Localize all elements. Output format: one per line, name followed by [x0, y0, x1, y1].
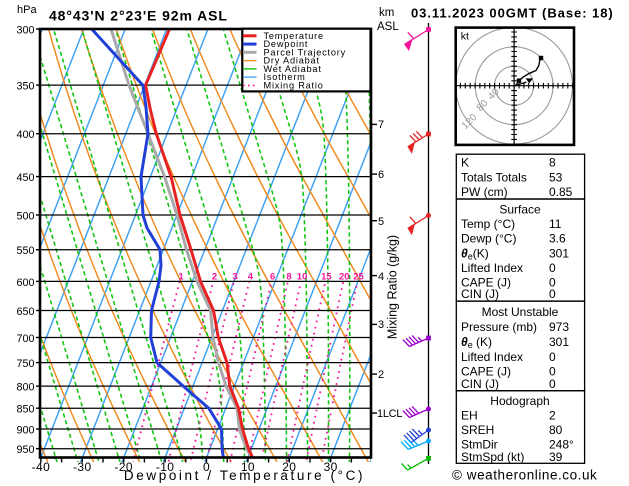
svg-text:53: 53 [549, 170, 563, 184]
svg-text:0: 0 [549, 350, 556, 364]
svg-text:θe(K): θe(K) [461, 246, 489, 261]
svg-text:km: km [379, 7, 394, 19]
svg-text:0: 0 [549, 261, 556, 275]
svg-text:Temperature: Temperature [264, 31, 324, 41]
svg-text:248°: 248° [549, 438, 574, 452]
svg-text:6: 6 [378, 169, 384, 181]
svg-text:600: 600 [16, 277, 34, 289]
svg-text:30: 30 [324, 460, 338, 474]
svg-text:6: 6 [270, 272, 275, 283]
svg-text:-30: -30 [73, 460, 92, 474]
svg-text:Hodograph: Hodograph [490, 394, 549, 408]
svg-text:650: 650 [16, 306, 34, 318]
svg-text:Most Unstable: Most Unstable [482, 305, 559, 319]
svg-text:StmDir: StmDir [461, 438, 498, 452]
svg-text:2: 2 [378, 369, 384, 381]
svg-text:25: 25 [353, 272, 364, 283]
svg-text:10: 10 [297, 272, 308, 283]
svg-text:Wet Adiabat: Wet Adiabat [264, 64, 322, 74]
svg-text:CIN (J): CIN (J) [461, 287, 499, 301]
svg-text:350: 350 [16, 81, 34, 93]
svg-text:301: 301 [549, 335, 569, 349]
svg-text:4: 4 [248, 272, 254, 283]
svg-text:10: 10 [241, 460, 255, 474]
svg-text:20: 20 [339, 272, 350, 283]
svg-text:Dewpoint / Temperature (°C): Dewpoint / Temperature (°C) [124, 468, 365, 483]
svg-text:Mixing Ratio: Mixing Ratio [264, 81, 324, 91]
svg-text:Surface: Surface [499, 203, 541, 217]
svg-text:8: 8 [286, 272, 291, 283]
svg-text:0: 0 [203, 460, 210, 474]
svg-text:Parcel Trajectory: Parcel Trajectory [264, 47, 347, 57]
svg-text:500: 500 [16, 211, 34, 223]
svg-text:80: 80 [549, 423, 563, 437]
svg-text:0: 0 [549, 365, 556, 379]
svg-text:850: 850 [16, 404, 34, 416]
svg-text:20: 20 [282, 460, 296, 474]
svg-text:Dewp (°C): Dewp (°C) [461, 232, 516, 246]
svg-text:48°43'N 2°23'E 92m ASL: 48°43'N 2°23'E 92m ASL [49, 8, 228, 24]
svg-text:4: 4 [378, 271, 384, 283]
svg-text:CAPE (J): CAPE (J) [461, 276, 511, 290]
svg-text:ASL: ASL [377, 21, 399, 33]
svg-text:θe (K): θe (K) [461, 335, 492, 350]
svg-text:450: 450 [16, 172, 34, 184]
svg-text:900: 900 [16, 425, 34, 437]
svg-text:Dry Adiabat: Dry Adiabat [264, 56, 320, 66]
svg-text:2: 2 [549, 409, 556, 423]
svg-text:2: 2 [212, 272, 217, 283]
svg-text:PW (cm): PW (cm) [461, 185, 508, 199]
svg-text:Pressure (mb): Pressure (mb) [461, 320, 537, 334]
svg-text:0.85: 0.85 [549, 185, 573, 199]
svg-text:3: 3 [233, 272, 238, 283]
svg-text:hPa: hPa [17, 4, 37, 16]
svg-text:3: 3 [378, 319, 384, 331]
svg-text:7: 7 [378, 119, 384, 131]
svg-text:kt: kt [461, 31, 469, 43]
svg-text:0: 0 [549, 287, 556, 301]
svg-text:© weatheronline.co.uk: © weatheronline.co.uk [452, 468, 597, 483]
svg-text:950: 950 [16, 444, 34, 456]
svg-text:K: K [461, 156, 469, 170]
svg-text:Mixing Ratio (g/kg): Mixing Ratio (g/kg) [386, 235, 400, 339]
svg-text:-10: -10 [156, 460, 175, 474]
svg-text:-40: -40 [32, 460, 51, 474]
svg-text:3.6: 3.6 [549, 232, 566, 246]
svg-text:8: 8 [549, 156, 556, 170]
svg-text:EH: EH [461, 409, 478, 423]
svg-text:301: 301 [549, 246, 569, 260]
svg-text:Dewpoint: Dewpoint [264, 39, 309, 49]
svg-text:-20: -20 [114, 460, 133, 474]
svg-text:0: 0 [549, 377, 556, 391]
svg-text:700: 700 [16, 333, 34, 345]
svg-text:39: 39 [549, 450, 563, 464]
svg-text:800: 800 [16, 382, 34, 394]
svg-text:03.11.2023 00GMT (Base: 18): 03.11.2023 00GMT (Base: 18) [411, 6, 614, 21]
svg-text:1LCL: 1LCL [377, 408, 402, 420]
svg-text:15: 15 [321, 272, 332, 283]
svg-text:750: 750 [16, 358, 34, 370]
svg-text:Totals Totals: Totals Totals [461, 170, 527, 184]
svg-text:550: 550 [16, 245, 34, 257]
svg-text:Lifted Index: Lifted Index [461, 261, 523, 275]
svg-text:CIN (J): CIN (J) [461, 377, 499, 391]
svg-text:Isotherm: Isotherm [264, 72, 306, 82]
svg-text:300: 300 [16, 25, 34, 37]
svg-text:Temp (°C): Temp (°C) [461, 217, 515, 231]
svg-text:Lifted Index: Lifted Index [461, 350, 523, 364]
svg-text:SREH: SREH [461, 423, 494, 437]
svg-text:11: 11 [549, 217, 562, 231]
svg-text:CAPE (J): CAPE (J) [461, 365, 511, 379]
svg-text:400: 400 [16, 129, 34, 141]
svg-text:5: 5 [378, 216, 384, 228]
svg-text:StmSpd (kt): StmSpd (kt) [461, 450, 524, 464]
svg-text:973: 973 [549, 320, 569, 334]
svg-text:0: 0 [549, 276, 556, 290]
svg-text:1: 1 [178, 272, 184, 283]
